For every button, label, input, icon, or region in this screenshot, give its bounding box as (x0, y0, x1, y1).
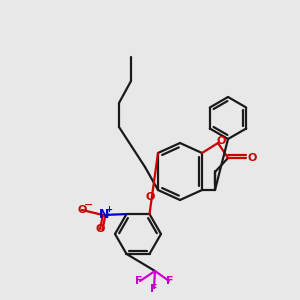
Text: O: O (145, 192, 155, 202)
Text: F: F (166, 276, 174, 286)
Text: F: F (135, 276, 143, 286)
Text: O: O (216, 136, 226, 146)
Text: −: − (84, 200, 94, 210)
Text: N: N (99, 208, 109, 220)
Text: O: O (247, 153, 257, 163)
Text: +: + (106, 205, 112, 214)
Text: O: O (77, 205, 87, 215)
Text: O: O (95, 224, 105, 234)
Text: F: F (150, 284, 158, 294)
